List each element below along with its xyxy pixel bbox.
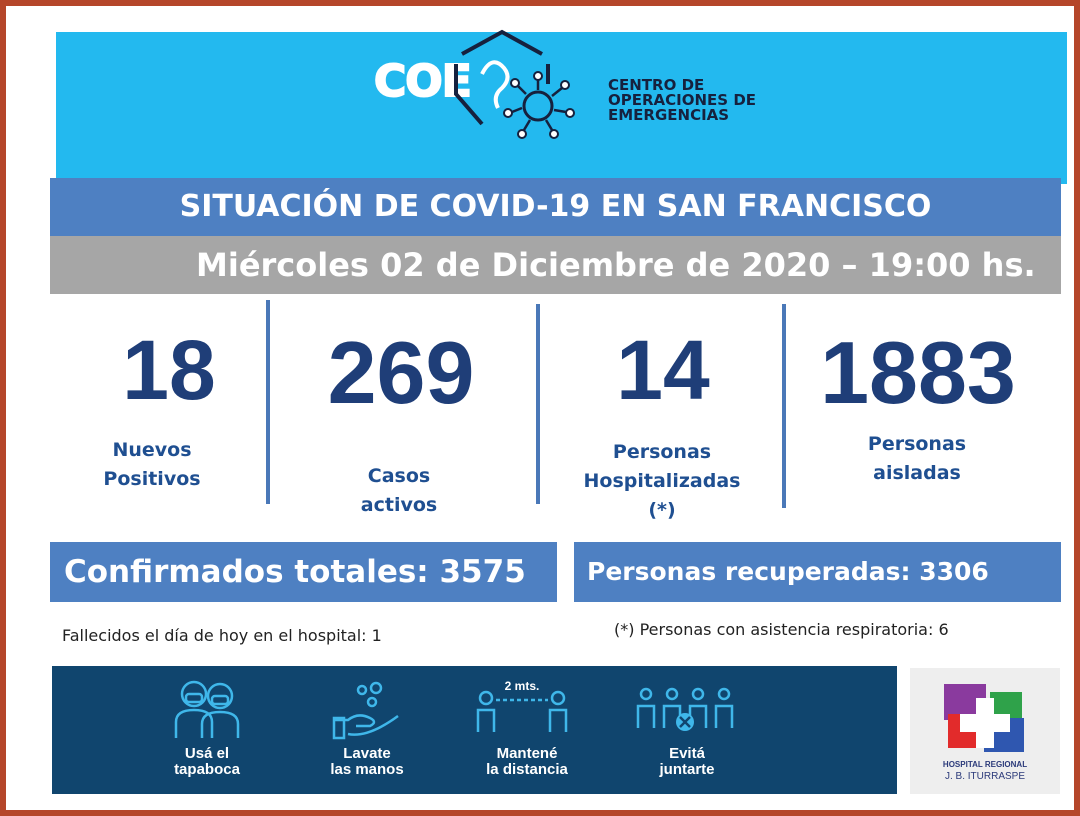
divider xyxy=(266,300,270,504)
divider xyxy=(782,304,786,508)
new-positive-label: Nuevos Positivos xyxy=(103,439,201,490)
mask-people-icon xyxy=(174,680,240,738)
hospitalized-label: Personas Hospitalizadas (*) xyxy=(583,441,741,521)
wash-hands-icon xyxy=(332,681,399,740)
coe-org-name: CENTRO DE OPERACIONES DE EMERGENCIAS xyxy=(608,76,757,124)
tip-mask: Usá el tapaboca xyxy=(132,666,282,794)
tip-distance: 2 mts. Mantené la distancia xyxy=(452,666,602,794)
no-gathering-icon xyxy=(636,687,734,731)
distance-icon: 2 mts. xyxy=(476,679,568,732)
page-title: SITUACIÓN DE COVID-19 EN SAN FRANCISCO xyxy=(50,178,1061,236)
hospital-logo: HOSPITAL REGIONAL J. B. ITURRASPE xyxy=(910,668,1060,794)
coe-logo: COE CENTRO DE OPERACIONES DE EMERGENCIAS xyxy=(372,29,792,139)
divider xyxy=(536,304,540,504)
distance-badge: 2 mts. xyxy=(505,679,540,693)
deaths-note: Fallecidos el día de hoy en el hospital:… xyxy=(62,626,382,645)
virus-shield-icon xyxy=(454,29,575,139)
tip-wash: Lavate las manos xyxy=(292,666,442,794)
new-positive-value: 18 xyxy=(122,323,216,417)
report-date: Miércoles 02 de Diciembre de 2020 – 19:0… xyxy=(50,236,1061,294)
tip-distance-label: Mantené la distancia xyxy=(486,745,568,778)
tip-gathering-label: Evitá juntarte xyxy=(659,745,715,778)
active-cases-label: Casos activos xyxy=(360,465,438,516)
recovered-total: Personas recuperadas: 3306 xyxy=(574,542,1061,602)
confirmed-total: Confirmados totales: 3575 xyxy=(50,542,557,602)
tip-gathering: Evitá juntarte xyxy=(612,666,762,794)
hospital-subname: J. B. ITURRASPE xyxy=(944,771,1025,782)
tip-wash-label: Lavate las manos xyxy=(330,745,404,778)
isolated-value: 1883 xyxy=(820,323,1016,422)
active-cases-value: 269 xyxy=(327,323,475,422)
isolated-label: Personas aisladas xyxy=(867,433,967,484)
hospital-name: HOSPITAL REGIONAL xyxy=(942,760,1028,769)
hospital-cross-icon xyxy=(944,684,1024,752)
hospitalized-value: 14 xyxy=(616,323,710,417)
respiratory-note: (*) Personas con asistencia respiratoria… xyxy=(614,620,949,639)
prevention-banner: Usá el tapaboca Lavate las manos xyxy=(52,666,897,794)
tip-mask-label: Usá el tapaboca xyxy=(174,745,240,778)
header-banner xyxy=(56,32,1067,184)
